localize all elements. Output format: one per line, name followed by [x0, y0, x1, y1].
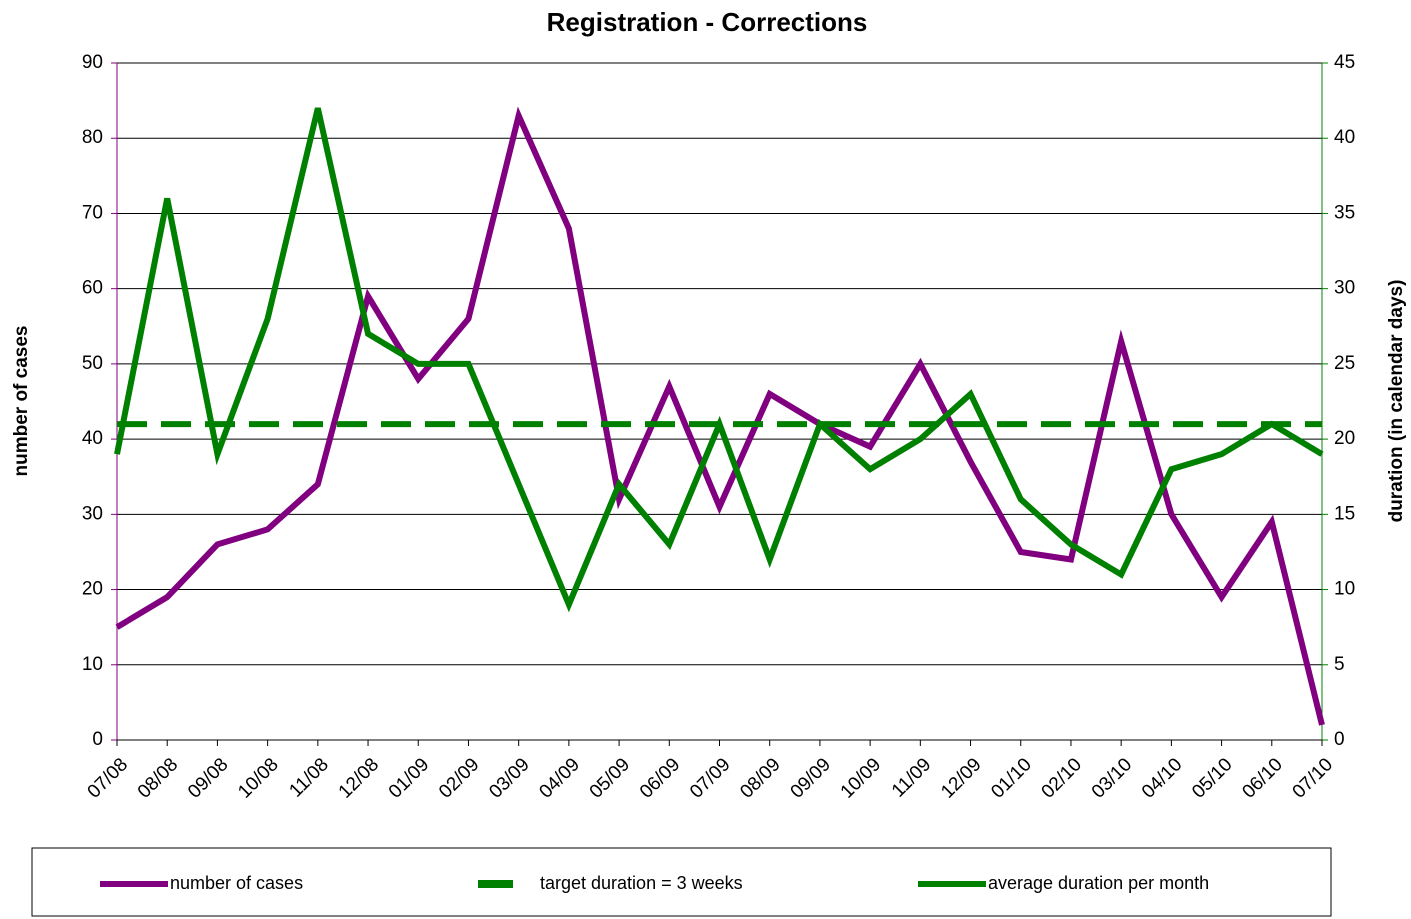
y2-tick-label: 30	[1334, 278, 1355, 299]
x-tick-label: 05/10	[1188, 754, 1236, 802]
y-tick-label: 90	[82, 52, 103, 73]
y2-tick-label: 10	[1334, 579, 1355, 600]
x-tick-label: 03/09	[485, 754, 533, 802]
series-line	[115, 106, 1325, 726]
x-tick-label: 11/08	[285, 754, 332, 801]
x-tick-label: 07/10	[1289, 754, 1337, 802]
x-tick-label: 01/10	[987, 754, 1035, 802]
x-tick-label: 06/09	[636, 754, 684, 802]
y2-tick-label: 25	[1334, 353, 1355, 374]
x-tick-label: 04/10	[1138, 754, 1186, 802]
x-tick-label: 03/10	[1088, 754, 1136, 802]
y2-axis-label: duration (in calendar days)	[1386, 280, 1407, 523]
x-tick-label: 07/08	[84, 754, 132, 802]
y2-tick-label: 20	[1334, 428, 1355, 449]
y2-tick-label: 15	[1334, 503, 1355, 524]
y2-tick-label: 0	[1334, 729, 1345, 750]
legend-label: target duration = 3 weeks	[540, 873, 743, 893]
x-tick-label: 10/09	[837, 754, 885, 802]
y2-tick-label: 45	[1334, 52, 1355, 73]
legend-box	[31, 847, 1332, 917]
y2-tick-label: 40	[1334, 127, 1355, 148]
x-tick-label: 07/09	[686, 754, 734, 802]
x-tick-label: 11/09	[888, 754, 935, 801]
y-tick-label: 0	[92, 729, 103, 750]
y2-tick-label: 35	[1334, 202, 1355, 223]
x-tick-label: 08/09	[736, 754, 784, 802]
x-tick-label: 12/08	[335, 754, 383, 802]
x-tick-label: 09/08	[184, 754, 232, 802]
x-tick-label: 12/09	[937, 754, 985, 802]
series-line	[114, 107, 1324, 613]
y-tick-label: 80	[82, 127, 103, 148]
x-tick-label: 02/10	[1038, 754, 1086, 802]
y-tick-label: 30	[82, 503, 103, 524]
x-tick-label: 10/08	[234, 754, 282, 802]
x-tick-label: 04/09	[535, 754, 583, 802]
y-tick-label: 70	[82, 202, 103, 223]
x-tick-label: 09/09	[787, 754, 835, 802]
x-tick-label: 05/09	[586, 754, 634, 802]
x-tick-label: 01/09	[385, 754, 433, 802]
x-tick-label: 08/08	[134, 754, 182, 802]
y-tick-label: 20	[82, 579, 103, 600]
y-tick-label: 40	[82, 428, 103, 449]
x-tick-label: 02/09	[435, 754, 483, 802]
y-axis-label: number of cases	[11, 326, 32, 477]
x-tick-label: 06/10	[1238, 754, 1286, 802]
y-tick-label: 10	[82, 654, 103, 675]
y2-tick-label: 5	[1334, 654, 1345, 675]
legend-label: number of cases	[170, 873, 303, 893]
y-tick-label: 60	[82, 278, 103, 299]
chart-title: Registration - Corrections	[547, 7, 868, 37]
legend-label: average duration per month	[988, 873, 1209, 893]
y-tick-label: 50	[82, 353, 103, 374]
